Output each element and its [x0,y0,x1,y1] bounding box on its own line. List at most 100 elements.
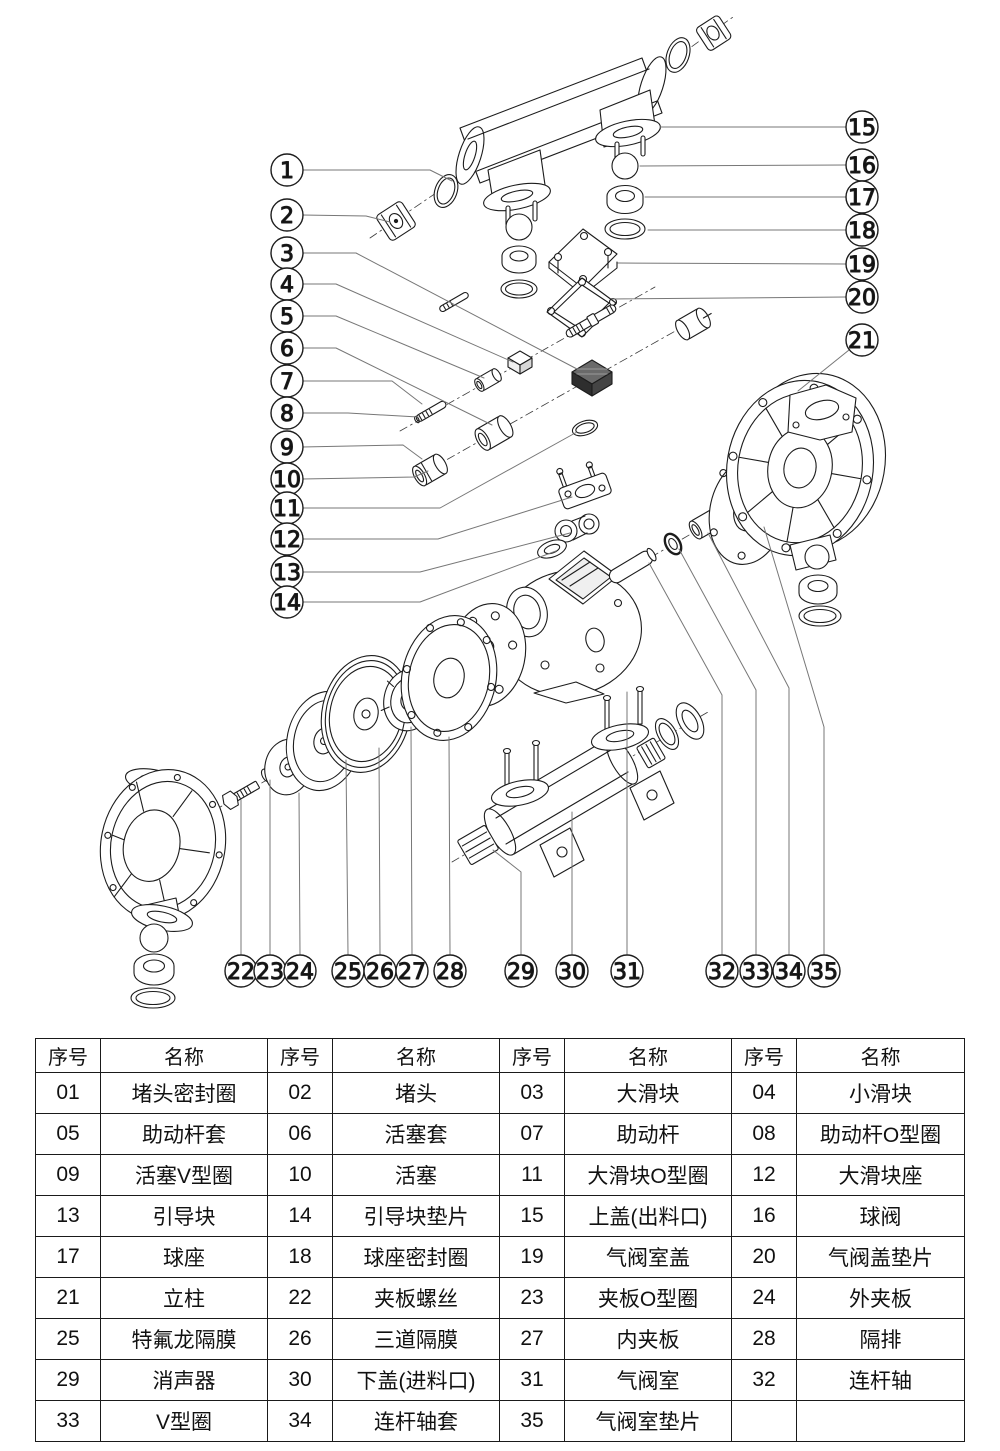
part-number-cell: 07 [499,1113,565,1155]
part-name-cell: 下盖(进料口) [332,1359,500,1401]
svg-text:11: 11 [273,497,301,522]
part-number-cell: 23 [499,1277,565,1319]
svg-text:8: 8 [280,402,294,427]
callout-4: 4 [270,267,514,363]
part-ball-valve-set-upper-left [500,213,538,299]
part-number-cell: 13 [35,1195,101,1237]
parts-table-row: 09 活塞V型圈 10 活塞 11 大滑块O型圈 12 大滑块座 [35,1154,965,1196]
parts-table-row: 13 引导块 14 引导块垫片 15 上盖(出料口) 16 球阀 [35,1195,965,1237]
svg-text:27: 27 [398,960,426,985]
part-name-cell: 隔排 [796,1318,965,1360]
parts-table-row: 17 球座 18 球座密封圈 19 气阀室盖 20 气阀盖垫片 [35,1236,965,1278]
part-name-cell: 助动杆O型圈 [796,1113,965,1155]
part-name-cell: 助动杆 [564,1113,732,1155]
part-number-cell: 08 [731,1113,797,1155]
svg-text:20: 20 [848,286,876,311]
part-number-cell: 28 [731,1318,797,1360]
part-number-cell: 31 [499,1359,565,1401]
part-ge-pai-disc [400,615,498,741]
svg-text:24: 24 [286,960,314,985]
callout-33: 33 [678,548,773,988]
part-number-cell: 32 [731,1359,797,1401]
part-number-cell: 12 [731,1154,797,1196]
part-name-cell [796,1400,965,1442]
part-plug-right [665,15,732,73]
svg-text:10: 10 [273,468,301,493]
part-name-cell: 大滑块O型圈 [564,1154,732,1196]
part-name-cell: 助动杆套 [100,1113,268,1155]
svg-text:19: 19 [848,253,876,278]
part-name-cell: 三道隔膜 [332,1318,500,1360]
part-name-cell: 气阀室垫片 [564,1400,732,1442]
callout-25: 25 [331,759,365,988]
part-plug-left [376,174,459,241]
part-name-cell: 上盖(出料口) [564,1195,732,1237]
part-name-cell: 消声器 [100,1359,268,1401]
callout-29: 29 [492,849,538,988]
callout-9: 9 [270,430,423,464]
callout-7: 7 [270,364,423,405]
part-name-cell: 夹板O型圈 [564,1277,732,1319]
callout-19: 19 [617,247,879,281]
svg-text:12: 12 [273,528,301,553]
svg-text:34: 34 [775,960,803,985]
part-number-cell: 04 [731,1072,797,1114]
part-name-cell: 球座密封圈 [332,1236,500,1278]
callout-8: 8 [270,396,419,430]
part-name-cell: 活塞 [332,1154,500,1196]
part-rod-sleeve [474,368,502,392]
callout-15: 15 [659,110,879,144]
part-number-cell: 14 [267,1195,333,1237]
part-number-cell: 01 [35,1072,101,1114]
svg-text:4: 4 [280,273,294,298]
part-large-slide-block [571,359,613,397]
part-name-cell: 外夹板 [796,1277,965,1319]
svg-text:25: 25 [334,960,362,985]
part-booster-rod-long [565,304,617,338]
part-number-cell: 11 [499,1154,565,1196]
part-number-cell: 05 [35,1113,101,1155]
part-muffler [457,825,499,865]
callout-6: 6 [270,331,493,426]
part-name-cell: 小滑块 [796,1072,965,1114]
svg-text:21: 21 [848,329,876,354]
part-right-chamber-housing [725,372,887,571]
part-number-cell: 30 [267,1359,333,1401]
part-number-cell: 16 [731,1195,797,1237]
part-ball-valve-set-upper-right [604,152,646,240]
parts-table-header-cell: 名称 [796,1038,965,1073]
svg-text:7: 7 [280,370,294,395]
part-number-cell: 33 [35,1400,101,1442]
callout-22: 22 [224,799,258,988]
part-name-cell: 引导块垫片 [332,1195,500,1237]
callout-24: 24 [283,792,317,988]
part-booster-rod-small [413,400,447,424]
part-name-cell: 连杆轴 [796,1359,965,1401]
parts-table-header-cell: 序号 [267,1038,333,1073]
callout-16: 16 [639,148,879,182]
svg-text:6: 6 [280,337,294,362]
part-number-cell: 06 [267,1113,333,1155]
parts-table-header-cell: 名称 [564,1038,732,1073]
part-v-ring [663,532,683,556]
part-slide-block-seat [556,461,612,510]
callout-12: 12 [270,496,573,556]
parts-table-row: 01 堵头密封圈 02 堵头 03 大滑块 04 小滑块 [35,1072,965,1114]
part-name-cell: 活塞V型圈 [100,1154,268,1196]
part-number-cell: 19 [499,1236,565,1278]
part-name-cell: 连杆轴套 [332,1400,500,1442]
part-air-valve-chamber [497,550,643,704]
part-connecting-rod-shaft [608,547,657,584]
callout-11: 11 [270,431,578,525]
parts-table-row: 21 立柱 22 夹板螺丝 23 夹板O型圈 24 外夹板 [35,1277,965,1319]
svg-text:32: 32 [708,960,736,985]
parts-table-row: 29 消声器 30 下盖(进料口) 31 气阀室 32 连杆轴 [35,1359,965,1401]
part-rod-extra [439,291,469,313]
part-piston-sleeve [474,415,514,451]
parts-table: 序号 名称 序号 名称 序号 名称 序号 名称 01 堵头密封圈 02 堵头 03 大滑块 04 小滑块 05… [35,1038,965,1442]
callout-30: 30 [555,811,589,988]
callout-28: 28 [433,736,467,988]
part-guide-block [554,513,600,543]
